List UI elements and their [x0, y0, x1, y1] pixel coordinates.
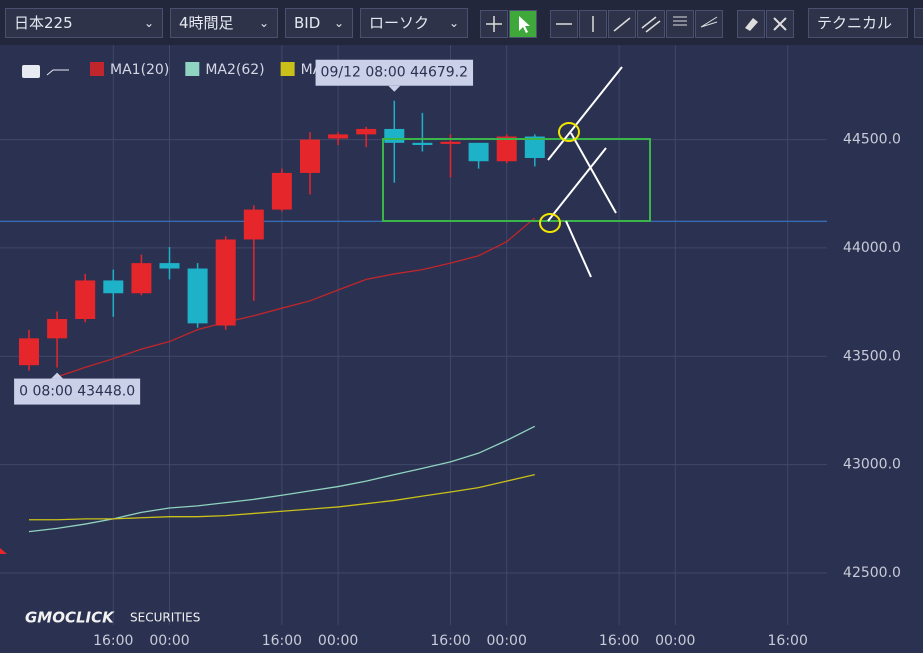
- icon: [613, 17, 631, 32]
- candle-body: [215, 239, 236, 326]
- candle-body: [524, 136, 545, 158]
- side: BID: [294, 14, 321, 32]
- period-select[interactable]: 4時間足 ⌄: [170, 8, 278, 38]
- y-tick-label: 44000.0: [843, 240, 901, 256]
- y-tick-label: 42500.0: [843, 565, 901, 581]
- legend-icon[interactable]: [22, 65, 40, 78]
- tooltip-text: 0 08:00 43448.0: [19, 384, 135, 400]
- price-tooltip: 0 08:00 43448.0: [14, 372, 141, 405]
- icon: [486, 16, 502, 32]
- price-tooltip: 09/12 08:00 44679.2: [315, 59, 474, 92]
- candle-body: [300, 139, 320, 173]
- eraser-tool[interactable]: [737, 10, 765, 38]
- logo-sub: SECURITIES: [130, 611, 200, 625]
- icon: [641, 16, 661, 33]
- fibo-retracement-tool[interactable]: [666, 10, 694, 38]
- symbol-select[interactable]: 日本225 ⌄: [5, 8, 163, 38]
- technical-button[interactable]: テクニカル: [808, 8, 908, 38]
- candle-body: [468, 142, 489, 162]
- symbol: 日本225: [14, 14, 73, 32]
- tooltip-arrow: [51, 372, 64, 379]
- icon: [745, 18, 758, 31]
- legend-toggle[interactable]: [46, 69, 69, 76]
- legend-label: MA2(62): [205, 62, 264, 78]
- technical: テクニカル: [817, 14, 893, 32]
- x-tick-label: 00:00: [655, 633, 695, 649]
- icon: [556, 23, 572, 25]
- legend-swatch: [280, 62, 295, 76]
- candle-body: [328, 134, 349, 139]
- crosshair-tool[interactable]: [480, 10, 508, 38]
- clear-tool[interactable]: [766, 10, 794, 38]
- style: ローソク: [369, 14, 430, 32]
- marker: [0, 548, 7, 554]
- candle-body: [159, 263, 180, 269]
- user-rectangle: [382, 138, 651, 222]
- x-tick-label: 16:00: [768, 633, 808, 649]
- ma-line: [28, 217, 536, 388]
- x-tick-label: 16:00: [93, 633, 133, 649]
- y-tick-label: 44500.0: [843, 132, 901, 148]
- x-tick-label: 00:00: [318, 633, 358, 649]
- candle-body: [496, 136, 517, 162]
- legend-label: MA1(20): [110, 62, 169, 78]
- candle-body: [356, 128, 377, 135]
- candle-body: [75, 280, 96, 320]
- period: 4時間足: [179, 14, 234, 32]
- chart: 42500.043000.043500.044000.044500.045000…: [0, 45, 901, 649]
- ma-line: [29, 473, 535, 521]
- style-select[interactable]: ローソク ⌄: [360, 8, 468, 38]
- tooltip-arrow: [388, 85, 401, 92]
- tooltip-text: 09/12 08:00 44679.2: [321, 65, 469, 81]
- legend-swatch: [90, 62, 104, 76]
- candle-body: [19, 338, 39, 366]
- tooltip-box: [315, 59, 474, 86]
- fibo-fan-tool[interactable]: [695, 10, 723, 38]
- user-circle: [558, 122, 580, 142]
- logo-brand: GMOCLICK: [25, 609, 115, 627]
- icon: [773, 17, 787, 31]
- more-button[interactable]: [914, 8, 923, 38]
- tooltip-box: [14, 378, 141, 405]
- y-tick-label: 43000.0: [843, 457, 901, 473]
- x-tick-label: 00:00: [149, 633, 189, 649]
- toolbar: 日本225 ⌄ 4時間足 ⌄ BID ⌄ ローソク ⌄ テクニカル: [0, 0, 923, 45]
- candle-body: [271, 172, 292, 210]
- pointer-tool[interactable]: [509, 10, 537, 38]
- candle-body: [47, 319, 68, 339]
- candle-body: [103, 280, 124, 294]
- y-tick-label: 43500.0: [843, 348, 901, 364]
- user-circle: [539, 213, 561, 233]
- icon: [700, 16, 718, 28]
- x-tick-label: 16:00: [599, 633, 639, 649]
- x-tick-label: 16:00: [262, 633, 302, 649]
- user-lines: [547, 66, 623, 278]
- candle-body: [131, 263, 152, 294]
- legend-swatch: [185, 62, 200, 76]
- candle-body: [384, 128, 405, 143]
- x-tick-label: 00:00: [487, 633, 527, 649]
- hline-tool[interactable]: [550, 10, 578, 38]
- candle-body: [243, 209, 264, 240]
- candle-body: [187, 268, 208, 324]
- icon: [519, 16, 530, 33]
- vline-tool[interactable]: [579, 10, 607, 38]
- icon: [592, 16, 594, 32]
- x-tick-label: 16:00: [430, 633, 470, 649]
- channel-tool[interactable]: [637, 10, 665, 38]
- icon: [673, 16, 687, 26]
- candle-body: [440, 141, 461, 144]
- candle-body: [412, 142, 433, 145]
- trendline-tool[interactable]: [608, 10, 636, 38]
- side-select[interactable]: BID ⌄: [285, 8, 353, 38]
